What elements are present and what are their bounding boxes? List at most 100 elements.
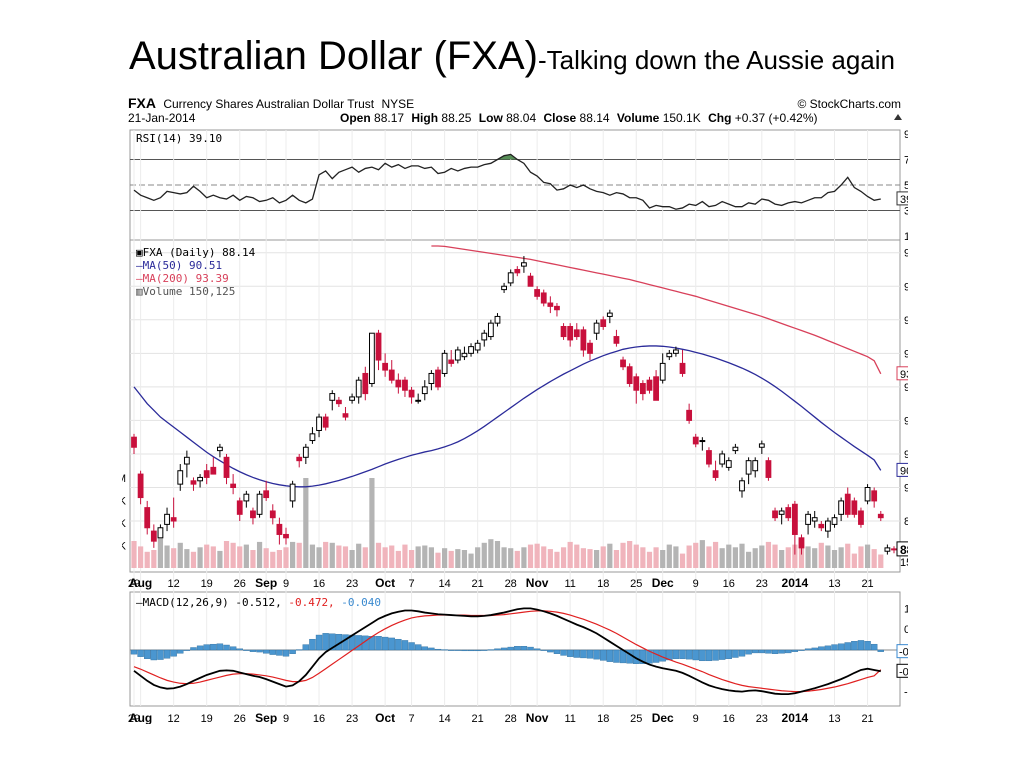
macd-histogram-bar (355, 635, 362, 651)
x-axis-label-macd: 29 (128, 713, 140, 724)
macd-legend-main: —MACD(12,26,9) -0.512, (136, 596, 282, 609)
volume-bar (759, 545, 765, 568)
x-axis-label-price: Aug (129, 576, 152, 590)
macd-histogram-bar (210, 643, 217, 651)
x-axis-label-macd: 12 (168, 713, 180, 724)
volume-bar (726, 544, 732, 568)
candle-body (573, 329, 580, 338)
x-axis-label-macd: 18 (597, 713, 609, 724)
macd-histogram-bar (679, 649, 686, 659)
candle-body (309, 433, 316, 442)
macd-histogram-bar (586, 649, 594, 659)
candle-body (593, 322, 600, 334)
macd-histogram-bar (395, 638, 402, 651)
candle-body (699, 440, 706, 443)
candle-body (772, 510, 778, 519)
macd-histogram-bar (745, 649, 752, 655)
candle-body (844, 493, 851, 515)
volume-bar (389, 545, 395, 568)
x-axis-label-price: 18 (597, 578, 609, 590)
x-axis-label-price: Sep (255, 576, 277, 590)
volume-bar (362, 547, 368, 568)
volume-bar (547, 549, 553, 568)
x-axis-label-macd: 19 (201, 713, 213, 724)
volume-bar (455, 549, 461, 568)
volume-bar (594, 550, 600, 568)
candle-body (778, 510, 785, 515)
candle-body (666, 352, 673, 358)
candle-body (501, 285, 507, 291)
volume-bar (243, 544, 249, 568)
candle-body (692, 436, 699, 445)
candle-body (580, 329, 587, 351)
macd-histogram-bar (752, 649, 759, 654)
macd-histogram-bar (256, 649, 263, 653)
macd-histogram-bar (282, 649, 290, 657)
x-axis-label-macd: 9 (283, 713, 289, 724)
volume-bar (534, 543, 540, 568)
volume-bar (521, 547, 527, 568)
candle-body (137, 473, 144, 499)
macd-histogram-bar (196, 645, 204, 651)
price-tick-label: 96 (904, 281, 908, 293)
volume-bar (831, 550, 838, 568)
x-axis-label-macd: 21 (472, 713, 484, 724)
candle-body (818, 523, 825, 529)
candle-body (864, 487, 871, 502)
candle-body (825, 520, 831, 532)
x-axis-label-price: 21 (472, 578, 484, 590)
macd-legend-hist: -0.040 (335, 596, 381, 609)
volume-bar (382, 547, 388, 568)
volume-bar (653, 547, 659, 568)
candle-body (877, 513, 884, 519)
macd-histogram-bar (765, 649, 772, 654)
candle-body (203, 470, 210, 478)
macd-histogram-bar (467, 649, 475, 652)
candle-body (884, 547, 891, 552)
candle-body (283, 533, 289, 539)
macd-histogram-bar (600, 649, 607, 661)
macd-histogram-bar (163, 649, 171, 659)
volume-bar (825, 545, 831, 568)
chart-security-name: Currency Shares Australian Dollar Trust (163, 97, 374, 111)
x-axis-label-price: 11 (564, 578, 575, 590)
rsi-panel (129, 129, 901, 241)
volume-value: 150.1K (663, 111, 701, 125)
volume-bar (501, 547, 507, 568)
chart-canvas: FXA Currency Shares Australian Dollar Tr… (122, 95, 908, 724)
macd-histogram-bar (150, 649, 158, 661)
macd-histogram-bar (329, 633, 336, 651)
candle-body (798, 537, 805, 549)
macd-histogram-bar (434, 648, 442, 651)
x-axis-label-macd: Aug (129, 711, 152, 724)
rsi-series (133, 153, 881, 210)
macd-histogram-bar (553, 649, 561, 654)
volume-bar (785, 547, 791, 568)
macd-histogram-bar (269, 649, 276, 655)
macd-histogram-bar (454, 649, 462, 651)
volume-bar (693, 542, 699, 568)
candle-body (342, 413, 349, 418)
ma50-last-label: 90.51 (900, 465, 908, 477)
volume-bar (263, 548, 269, 568)
macd-histogram-bar (639, 649, 647, 664)
x-axis-label-price: Oct (375, 576, 395, 590)
x-axis-label-macd: Oct (375, 711, 395, 724)
volume-bar (845, 543, 851, 568)
macd-histogram-bar (494, 648, 501, 651)
open-value: 88.17 (374, 111, 404, 125)
candle-body (659, 362, 666, 381)
candle-body (183, 456, 190, 465)
candle-body (838, 500, 845, 515)
volume-bar (316, 547, 322, 568)
volume-bar (851, 553, 857, 568)
candle-body (441, 352, 448, 374)
volume-bar (640, 547, 646, 568)
macd-histogram-bar (381, 636, 389, 651)
candle-body (316, 416, 322, 431)
candle-body (454, 349, 461, 361)
volume-label: Volume (617, 111, 660, 125)
candle-body (639, 383, 646, 395)
macd-histogram-bar (500, 647, 508, 651)
volume-bar (217, 550, 223, 568)
